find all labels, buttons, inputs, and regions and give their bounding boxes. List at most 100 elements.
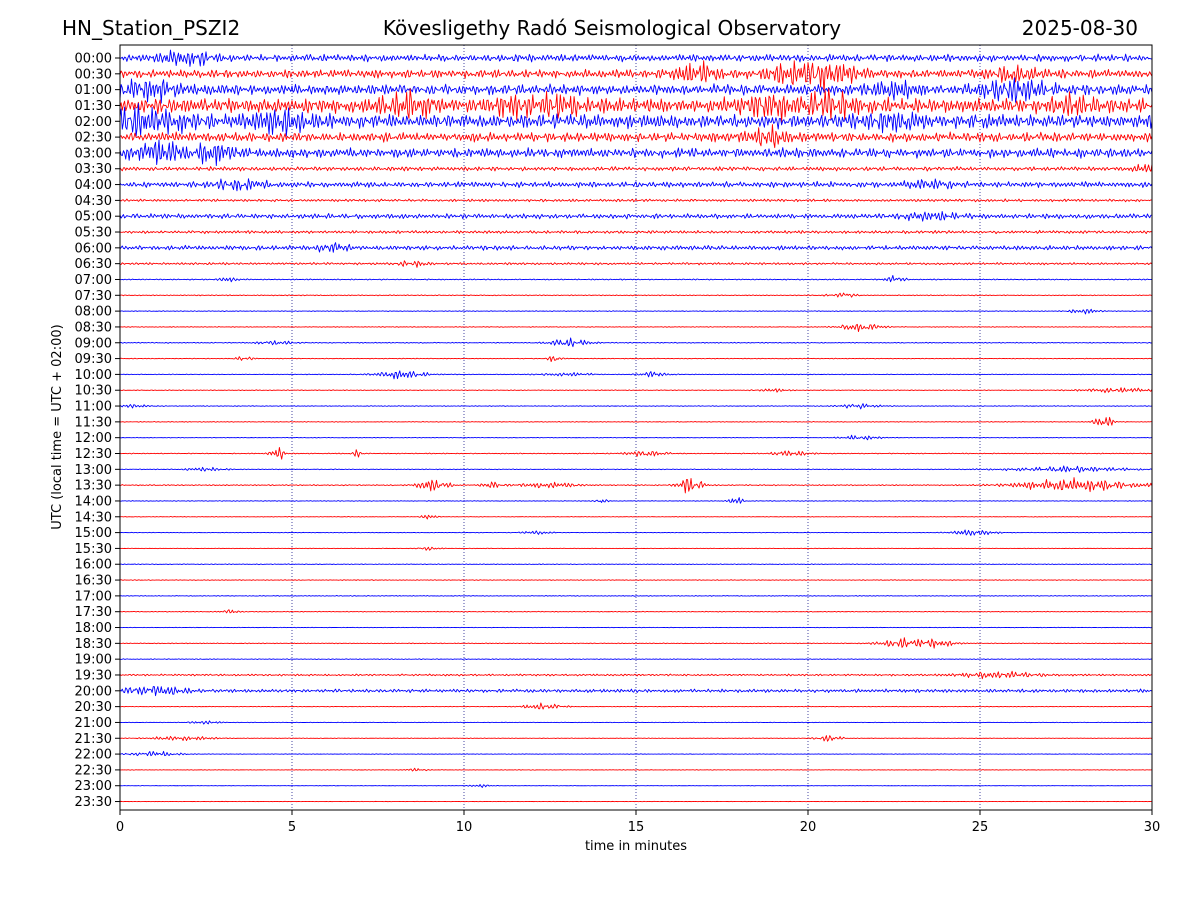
trace-0630 [119,260,1153,268]
x-axis-ticks: 0 5 10 15 20 25 30 [116,810,1160,835]
y-tick-label-0030: 00:30 [75,67,112,82]
y-tick-label-1900: 19:00 [75,653,112,668]
y-tick-label-1100: 11:00 [75,400,112,415]
y-tick-label-2330: 23:30 [75,795,112,810]
x-tick-label-30: 30 [1144,820,1161,835]
y-tick-label-1830: 18:30 [75,637,112,652]
trace-1230 [119,446,1153,460]
observatory-title: Kövesligethy Radó Seismological Observat… [383,16,841,40]
y-tick-label-1700: 17:00 [75,589,112,604]
y-tick-label-1430: 14:30 [75,510,112,525]
trace-2230 [119,767,1153,772]
y-tick-label-1530: 15:30 [75,542,112,557]
trace-0130 [119,88,1153,123]
y-tick-label-2300: 23:00 [75,779,112,794]
y-tick-label-0100: 01:00 [75,83,112,98]
trace-1000 [119,370,1153,380]
y-tick-label-1630: 16:30 [75,574,112,589]
y-axis-label: UTC (local time = UTC + 02:00) [50,324,65,529]
y-tick-label-0800: 08:00 [75,305,112,320]
y-tick-label-2100: 21:00 [75,716,112,731]
trace-1430 [119,514,1153,520]
trace-1030 [119,387,1153,394]
trace-1530 [119,546,1153,551]
trace-2000 [119,686,1153,697]
y-tick-label-0530: 05:30 [75,226,112,241]
x-tick-label-15: 15 [628,820,645,835]
trace-0900 [119,337,1153,348]
y-tick-label-0000: 00:00 [75,52,112,67]
y-tick-label-0830: 08:30 [75,320,112,335]
y-tick-label-1300: 13:00 [75,463,112,478]
y-tick-label-0930: 09:30 [75,352,112,367]
trace-0530 [119,229,1153,235]
trace-1800 [119,626,1153,629]
y-tick-labels: 00:0000:3001:0001:3002:0002:3003:0003:30… [75,52,120,810]
trace-2030 [119,702,1153,710]
y-tick-label-0630: 06:30 [75,257,112,272]
y-tick-label-0130: 01:30 [75,99,112,114]
plot-frame [119,44,1153,811]
trace-0800 [119,308,1153,315]
x-tick-label-0: 0 [116,820,124,835]
trace-0430 [119,198,1153,203]
y-tick-label-1500: 15:00 [75,526,112,541]
trace-1930 [119,670,1152,680]
trace-0730 [119,292,1153,298]
x-tick-label-5: 5 [288,820,296,835]
y-tick-label-1930: 19:30 [75,668,112,683]
y-tick-label-1000: 10:00 [75,368,112,383]
y-tick-label-0500: 05:00 [75,210,112,225]
trace-0000 [119,49,1153,67]
y-tick-label-1800: 18:00 [75,621,112,636]
y-tick-label-1030: 10:30 [75,384,112,399]
trace-0200 [119,102,1153,138]
trace-1600 [119,563,1153,566]
y-tick-label-0400: 04:00 [75,178,112,193]
trace-1100 [119,403,1153,410]
trace-0600 [119,242,1153,253]
trace-1900 [119,658,1153,661]
y-tick-label-0330: 03:30 [75,162,112,177]
trace-0930 [119,356,1153,363]
y-tick-label-0900: 09:00 [75,336,112,351]
y-tick-label-1730: 17:30 [75,605,112,620]
trace-1130 [119,416,1153,426]
x-axis-label: time in minutes [585,839,687,854]
trace-1830 [119,637,1153,649]
y-tick-label-2130: 21:30 [75,732,112,747]
y-tick-label-2230: 22:30 [75,763,112,778]
station-title: HN_Station_PSZI2 [62,16,240,40]
x-tick-label-20: 20 [800,820,817,835]
y-tick-label-0700: 07:00 [75,273,112,288]
y-tick-label-1130: 11:30 [75,415,112,430]
trace-0030 [119,60,1153,94]
trace-0330 [119,163,1153,173]
y-tick-label-0300: 03:00 [75,146,112,161]
y-tick-label-0730: 07:30 [75,289,112,304]
y-tick-label-2200: 22:00 [75,748,112,763]
trace-1500 [119,529,1153,536]
y-tick-label-0230: 02:30 [75,131,112,146]
x-tick-label-25: 25 [972,820,989,835]
date-title: 2025-08-30 [1022,16,1138,40]
y-tick-label-1200: 12:00 [75,431,112,446]
x-tick-label-10: 10 [456,820,473,835]
y-tick-label-0200: 02:00 [75,115,112,130]
trace-0400 [119,178,1153,192]
y-tick-label-1400: 14:00 [75,494,112,509]
y-tick-label-1330: 13:30 [75,479,112,494]
trace-1300 [119,465,1153,473]
seismic-traces [119,49,1153,803]
trace-1630 [119,579,1153,581]
trace-2200 [119,750,1153,757]
y-tick-label-2000: 20:00 [75,684,112,699]
trace-0100 [119,77,1153,104]
trace-0230 [119,124,1153,149]
y-tick-label-1230: 12:30 [75,447,112,462]
trace-2300 [119,784,1153,788]
trace-1330 [119,477,1153,494]
trace-0830 [119,323,1153,333]
trace-2100 [119,720,1153,725]
